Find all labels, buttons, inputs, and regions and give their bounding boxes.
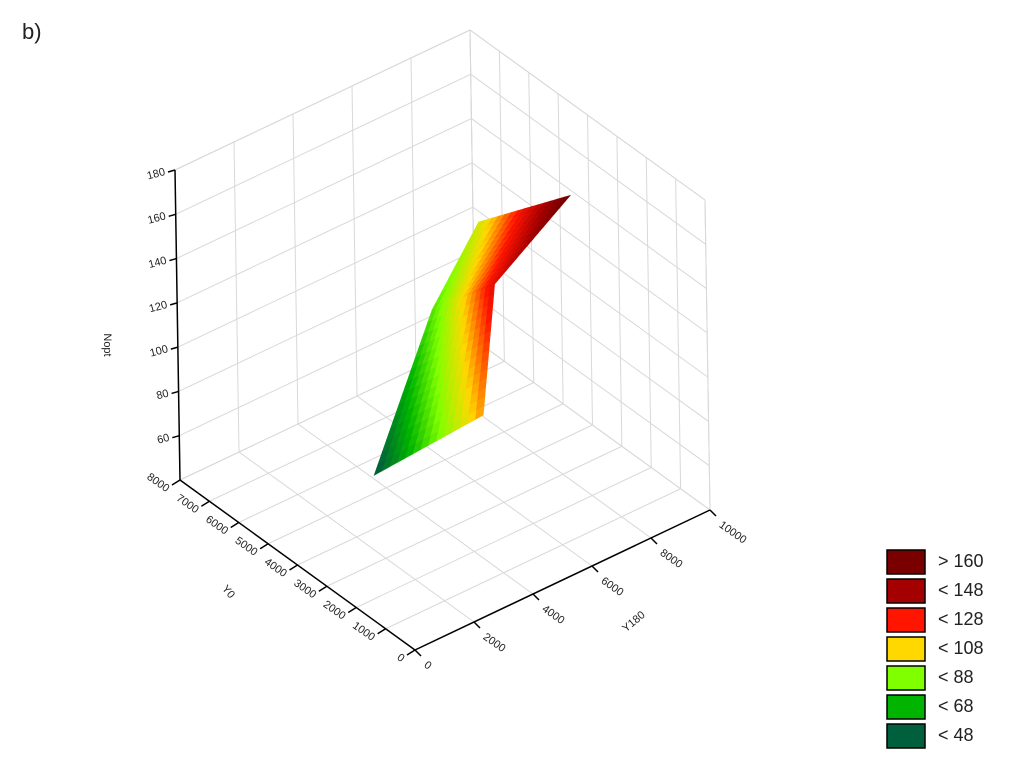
z-tick bbox=[172, 434, 180, 439]
grid-line bbox=[174, 29, 471, 171]
grid-line bbox=[297, 423, 534, 595]
grid-line bbox=[233, 141, 240, 453]
x-tick bbox=[289, 564, 298, 571]
grid-line bbox=[179, 295, 475, 437]
grid-line bbox=[473, 295, 710, 467]
y-tick bbox=[532, 593, 540, 601]
x-tick bbox=[318, 585, 328, 592]
y-tick bbox=[650, 537, 658, 545]
x-tick-label: 0 bbox=[395, 651, 407, 664]
z-axis bbox=[174, 169, 181, 481]
grid-line bbox=[238, 451, 475, 623]
grid-line bbox=[410, 57, 417, 369]
grid-line bbox=[557, 93, 564, 404]
grid-line bbox=[471, 162, 708, 334]
grid-line bbox=[356, 467, 652, 608]
legend-swatch bbox=[886, 549, 926, 575]
z-tick-label: 160 bbox=[146, 210, 167, 226]
x-tick bbox=[259, 543, 269, 550]
y-tick bbox=[709, 509, 717, 517]
surface-patch bbox=[557, 194, 572, 205]
legend-swatch bbox=[886, 723, 926, 749]
y-tick-label: 0 bbox=[422, 659, 434, 672]
grid-line bbox=[177, 206, 474, 348]
grid-line bbox=[645, 157, 652, 468]
legend-swatch bbox=[886, 636, 926, 662]
grid-line bbox=[385, 488, 681, 630]
z-tick-label: 100 bbox=[149, 343, 170, 359]
grid-line bbox=[474, 339, 711, 511]
legend-label: < 68 bbox=[938, 696, 974, 716]
grid-line bbox=[473, 251, 709, 422]
z-tick-label: 180 bbox=[146, 166, 167, 182]
legend-label: < 48 bbox=[938, 725, 974, 745]
legend-swatch bbox=[886, 694, 926, 720]
x-tick bbox=[171, 479, 181, 486]
grid-line bbox=[587, 114, 593, 426]
grid-line bbox=[704, 199, 711, 511]
x-tick bbox=[230, 521, 240, 529]
grid-line bbox=[469, 29, 706, 201]
x-tick bbox=[377, 628, 387, 635]
y-tick bbox=[591, 565, 599, 573]
z-tick-label: 120 bbox=[148, 299, 169, 315]
legend-swatch bbox=[886, 607, 926, 633]
x-tick bbox=[200, 500, 210, 507]
legend-swatch bbox=[886, 578, 926, 604]
z-tick-label: 60 bbox=[156, 432, 171, 447]
legend-swatch bbox=[886, 665, 926, 691]
grid-line bbox=[471, 118, 707, 289]
y-tick bbox=[414, 649, 422, 657]
grid-line bbox=[326, 445, 623, 587]
legend-label: < 148 bbox=[938, 580, 984, 600]
x-tick bbox=[406, 649, 416, 656]
y-tick bbox=[473, 621, 481, 629]
z-tick-label: 80 bbox=[155, 388, 170, 403]
grid-line bbox=[675, 178, 682, 489]
z-tick bbox=[169, 257, 177, 262]
z-tick bbox=[170, 346, 179, 350]
x-tick bbox=[347, 606, 357, 614]
grid-line bbox=[176, 118, 472, 260]
z-axis-label: Nopt bbox=[101, 333, 113, 356]
z-tick bbox=[168, 213, 176, 218]
grid-line bbox=[470, 73, 707, 245]
legend-label: < 108 bbox=[938, 638, 984, 658]
grid-line bbox=[175, 73, 471, 215]
grid-line bbox=[267, 403, 564, 545]
y-axis bbox=[414, 509, 711, 651]
z-tick bbox=[171, 390, 179, 395]
chart-title: b) bbox=[22, 19, 42, 44]
grid-line bbox=[616, 136, 623, 447]
grid-line bbox=[498, 51, 505, 362]
z-tick bbox=[167, 169, 176, 173]
grid-line bbox=[176, 162, 473, 304]
grid-line bbox=[292, 113, 299, 425]
grid-line bbox=[297, 424, 593, 566]
grid-line bbox=[178, 250, 474, 392]
legend-label: < 128 bbox=[938, 609, 984, 629]
z-tick bbox=[169, 302, 178, 306]
grid-line bbox=[351, 85, 358, 397]
z-tick-label: 140 bbox=[147, 255, 168, 271]
legend-label: < 88 bbox=[938, 667, 974, 687]
legend-label: > 160 bbox=[938, 551, 984, 571]
